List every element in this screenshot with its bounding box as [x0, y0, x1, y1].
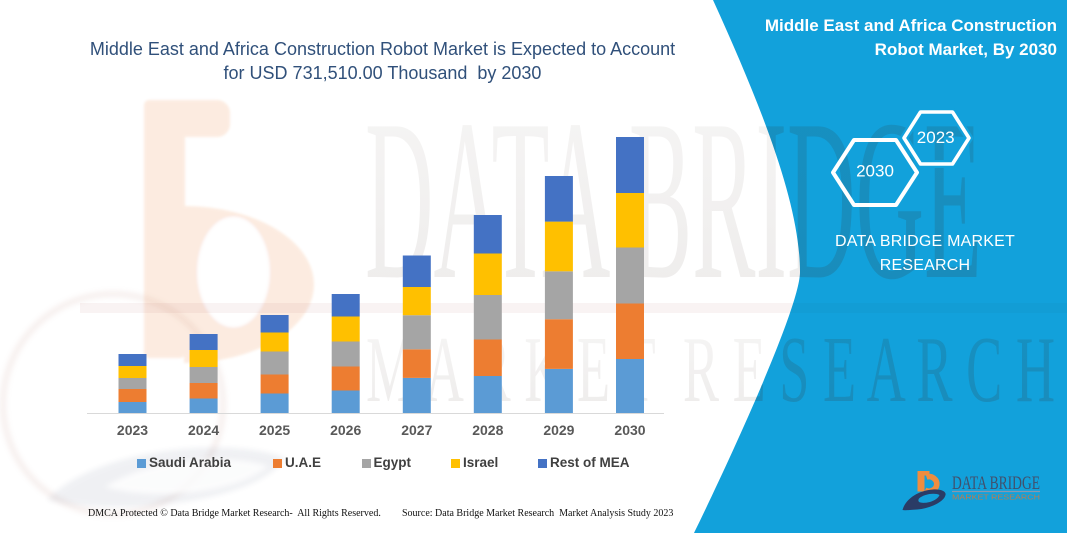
svg-text:MARKET RESEARCH: MARKET RESEARCH: [952, 495, 1040, 502]
svg-text:2023: 2023: [917, 128, 955, 147]
svg-text:DATA BRIDGE: DATA BRIDGE: [952, 473, 1040, 494]
svg-text:2030: 2030: [856, 162, 894, 181]
svg-text:DATA BRIDGE: DATA BRIDGE: [365, 72, 982, 327]
